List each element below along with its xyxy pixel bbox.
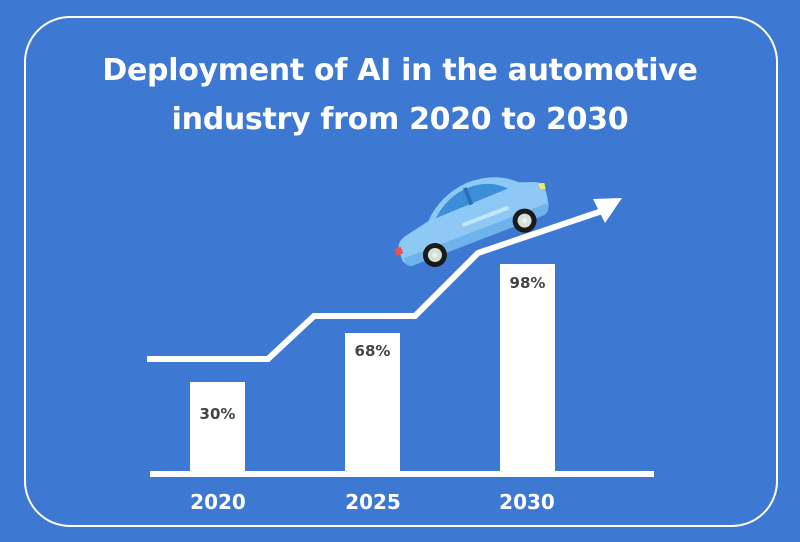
chart-title: Deployment of AI in the automotive indus… — [0, 46, 800, 144]
bar-2030 — [500, 264, 555, 472]
x-label-2020: 2020 — [190, 490, 246, 514]
bar-value-2025: 68% — [354, 342, 391, 360]
bar-value-2020: 30% — [199, 405, 236, 423]
arrowhead-icon — [593, 198, 622, 223]
car-icon — [394, 177, 549, 268]
chart-frame — [24, 16, 778, 527]
x-axis-baseline — [150, 471, 654, 477]
bar-value-2030: 98% — [509, 274, 546, 292]
upward-trend-arrow-icon — [147, 208, 603, 362]
title-line-1: Deployment of AI in the automotive — [102, 53, 698, 88]
title-line-2: industry from 2020 to 2030 — [171, 102, 629, 137]
bar-2020 — [190, 382, 245, 472]
bar-2025 — [345, 333, 400, 472]
x-label-2030: 2030 — [499, 490, 555, 514]
x-label-2025: 2025 — [345, 490, 401, 514]
